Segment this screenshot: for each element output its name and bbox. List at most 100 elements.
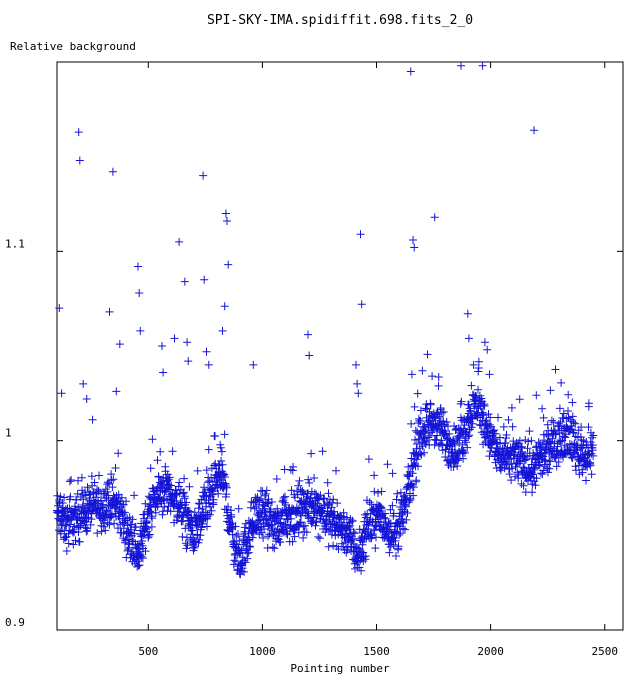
- data-point: [531, 481, 540, 490]
- data-point: [568, 425, 577, 434]
- data-point: [248, 533, 257, 542]
- data-point: [135, 561, 144, 570]
- data-point: [320, 494, 329, 503]
- data-point: [569, 418, 578, 427]
- data-point: [464, 400, 473, 409]
- data-point: [117, 493, 126, 502]
- data-point: [355, 563, 364, 572]
- data-point: [502, 431, 511, 439]
- data-point: [423, 350, 432, 359]
- data-point: [279, 493, 288, 502]
- data-point: [179, 488, 188, 497]
- data-point: [106, 511, 115, 520]
- data-point: [74, 503, 83, 512]
- data-point: [377, 504, 386, 513]
- data-point: [303, 507, 311, 516]
- data-point: [314, 532, 323, 541]
- data-point: [361, 552, 370, 561]
- data-point: [530, 464, 539, 473]
- x-axis-label: Pointing number: [290, 662, 390, 675]
- data-point: [204, 360, 213, 369]
- data-point: [474, 357, 483, 366]
- data-point: [264, 499, 273, 508]
- data-point: [114, 449, 123, 458]
- data-point: [465, 425, 474, 434]
- y-tick-label: 1.1: [5, 237, 25, 250]
- y-axis-label: Relative background: [10, 40, 136, 53]
- data-point: [523, 444, 532, 453]
- data-point: [103, 506, 111, 515]
- data-point: [480, 401, 489, 410]
- data-point: [295, 518, 304, 527]
- data-point: [240, 567, 249, 576]
- data-point: [490, 429, 499, 438]
- data-point: [304, 330, 312, 339]
- data-point: [217, 456, 226, 465]
- data-point: [301, 521, 309, 530]
- data-point: [183, 338, 192, 347]
- data-point: [357, 300, 366, 309]
- data-point: [305, 478, 314, 487]
- data-point: [218, 326, 227, 335]
- data-point: [227, 512, 236, 521]
- data-point: [115, 340, 124, 349]
- data-point: [457, 397, 466, 406]
- data-point: [75, 537, 84, 546]
- data-point: [158, 342, 166, 350]
- data-point: [532, 474, 541, 483]
- data-point: [172, 497, 181, 506]
- data-point: [304, 475, 313, 484]
- data-point: [246, 543, 255, 551]
- data-point: [82, 395, 91, 403]
- data-point: [485, 420, 494, 429]
- data-point: [261, 491, 269, 500]
- data-point: [569, 428, 578, 437]
- data-point: [348, 534, 357, 543]
- data-point: [412, 476, 421, 485]
- data-point: [459, 454, 468, 463]
- data-point: [135, 289, 144, 297]
- data-point: [107, 510, 116, 519]
- data-point: [322, 524, 331, 533]
- data-point: [288, 537, 297, 546]
- data-point: [205, 510, 214, 519]
- data-point: [409, 491, 418, 500]
- data-point: [535, 460, 544, 469]
- data-point: [467, 423, 476, 432]
- data-point: [474, 385, 482, 394]
- data-point: [540, 436, 549, 445]
- data-point: [88, 415, 97, 424]
- data-point: [138, 554, 147, 563]
- data-point: [159, 368, 168, 377]
- data-point: [409, 483, 418, 492]
- data-point: [405, 471, 414, 480]
- data-point: [64, 529, 73, 538]
- data-point: [260, 525, 269, 533]
- data-point: [202, 466, 211, 475]
- data-point: [421, 440, 430, 449]
- data-point: [181, 539, 190, 548]
- data-point: [263, 499, 272, 507]
- data-point: [467, 381, 476, 390]
- data-point: [525, 427, 534, 436]
- data-point: [130, 491, 139, 500]
- data-point: [507, 403, 516, 412]
- data-point: [69, 540, 78, 549]
- data-point: [66, 520, 75, 529]
- data-point: [190, 508, 199, 517]
- data-point: [105, 520, 114, 529]
- data-point: [120, 508, 129, 517]
- data-point: [374, 488, 382, 497]
- data-point: [479, 411, 488, 420]
- data-point: [87, 509, 96, 518]
- y-tick-label: 0.9: [5, 616, 25, 629]
- data-point: [430, 213, 439, 222]
- data-point: [107, 476, 116, 485]
- data-point: [528, 488, 537, 497]
- data-point: [464, 432, 473, 441]
- data-point: [383, 460, 392, 469]
- data-point: [589, 451, 598, 460]
- data-point: [324, 542, 333, 551]
- data-point: [395, 522, 404, 531]
- data-point: [409, 461, 418, 470]
